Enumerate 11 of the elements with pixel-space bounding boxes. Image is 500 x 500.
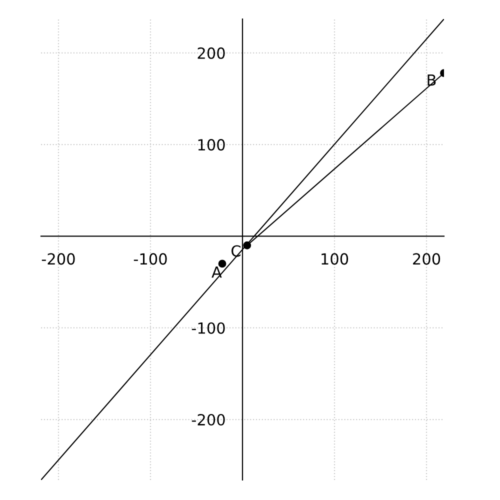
x-tick-label: 100	[322, 253, 348, 265]
annotation: C	[232, 245, 240, 257]
y-tick-label: 200	[198, 47, 225, 59]
y-tick-label: 100	[198, 139, 225, 151]
y-tick-label: -100	[192, 322, 225, 334]
annotation: A	[212, 266, 222, 278]
x-tick-label: -200	[42, 253, 75, 265]
y-tick-label: -200	[192, 414, 225, 426]
annotation: B	[428, 74, 436, 86]
x-tick-label: -100	[134, 253, 167, 265]
x-tick-label: 200	[413, 253, 440, 265]
